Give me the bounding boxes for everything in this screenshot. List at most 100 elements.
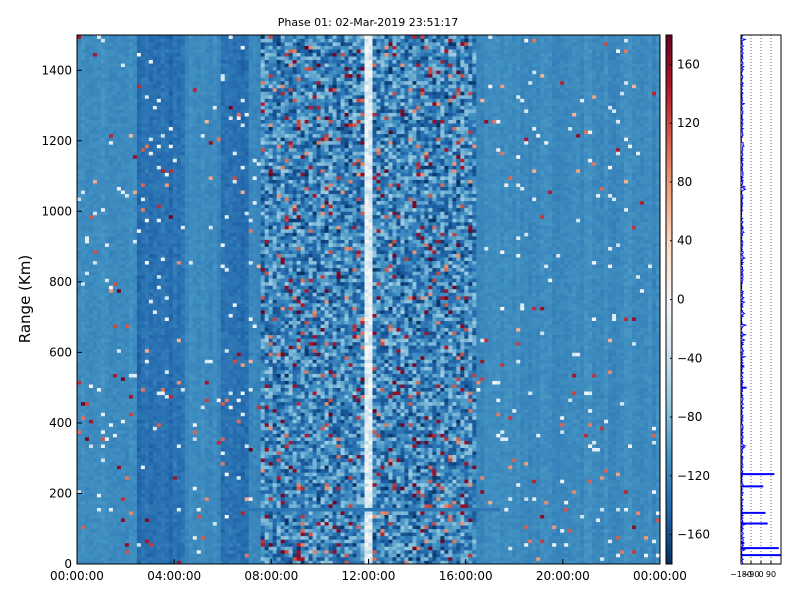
heatmap-cell xyxy=(161,342,165,346)
heatmap-cell xyxy=(81,292,85,296)
heatmap-cell xyxy=(129,222,133,226)
heatmap-cell xyxy=(109,236,113,240)
heatmap-cell xyxy=(109,335,113,339)
heatmap-cell xyxy=(141,536,145,540)
heatmap-cell xyxy=(81,314,85,318)
heatmap-cell xyxy=(113,197,117,201)
heatmap-cell xyxy=(185,109,189,113)
heatmap-cell xyxy=(149,504,153,508)
heatmap-cell xyxy=(169,42,173,46)
heatmap-cell xyxy=(189,278,193,282)
heatmap-cell xyxy=(185,345,189,349)
heatmap-cell xyxy=(177,194,181,198)
heatmap-cell xyxy=(197,46,201,50)
heatmap-cell xyxy=(205,412,209,416)
heatmap-cell xyxy=(189,201,193,205)
heatmap-cell xyxy=(137,444,141,448)
heatmap-cell xyxy=(121,106,125,110)
heatmap-cell xyxy=(193,367,197,371)
heatmap-cell xyxy=(157,275,161,279)
heatmap-cell xyxy=(161,278,165,282)
heatmap-cell xyxy=(189,56,193,60)
heatmap-cell xyxy=(125,180,129,184)
heatmap-cell xyxy=(173,236,177,240)
heatmap-cell xyxy=(101,493,105,497)
heatmap-cell xyxy=(165,98,169,102)
heatmap-cell xyxy=(85,307,89,311)
heatmap-cell xyxy=(193,120,197,124)
heatmap-cell xyxy=(181,455,185,459)
heatmap-cell xyxy=(117,553,121,557)
heatmap-cell xyxy=(85,98,89,102)
heatmap-cell xyxy=(149,183,153,187)
heatmap-cell xyxy=(133,81,137,85)
heatmap-cell xyxy=(181,236,185,240)
heatmap-cell xyxy=(137,434,141,438)
heatmap-cell xyxy=(137,74,141,78)
heatmap-cell xyxy=(173,300,177,304)
heatmap-cell xyxy=(129,218,133,222)
heatmap-cell xyxy=(85,469,89,473)
heatmap-cell xyxy=(145,109,149,113)
heatmap-cell xyxy=(113,63,117,67)
heatmap-cell xyxy=(81,282,85,286)
heatmap-cell xyxy=(149,374,153,378)
heatmap-cell xyxy=(117,134,121,138)
heatmap-cell xyxy=(141,546,145,550)
heatmap-cell xyxy=(89,120,93,124)
heatmap-cell xyxy=(101,550,105,554)
heatmap-cell xyxy=(209,430,213,434)
heatmap-cell xyxy=(89,335,93,339)
heatmap-cell xyxy=(101,130,105,134)
heatmap-cell xyxy=(113,451,117,455)
heatmap-cell xyxy=(181,243,185,247)
heatmap-cell xyxy=(77,49,81,53)
heatmap-cell xyxy=(177,39,181,43)
heatmap-cell xyxy=(125,134,129,138)
heatmap-cell xyxy=(189,49,193,53)
heatmap-cell xyxy=(133,441,137,445)
heatmap-cell xyxy=(189,359,193,363)
heatmap-cell xyxy=(85,261,89,265)
heatmap-cell xyxy=(133,289,137,293)
heatmap-cell xyxy=(157,303,161,307)
heatmap-cell xyxy=(161,67,165,71)
heatmap-cell xyxy=(193,116,197,120)
heatmap-cell xyxy=(201,317,205,321)
heatmap-cell xyxy=(105,465,109,469)
heatmap-cell xyxy=(81,275,85,279)
heatmap-cell xyxy=(137,201,141,205)
heatmap-cell xyxy=(105,53,109,57)
heatmap-cell xyxy=(145,137,149,141)
heatmap-cell xyxy=(157,81,161,85)
heatmap-cell xyxy=(181,437,185,441)
heatmap-cell xyxy=(101,240,105,244)
heatmap-cell xyxy=(153,187,157,191)
heatmap-cell xyxy=(169,458,173,462)
heatmap-cell xyxy=(149,310,153,314)
heatmap-cell xyxy=(177,476,181,480)
heatmap-cell xyxy=(109,211,113,215)
heatmap-cell xyxy=(77,183,81,187)
heatmap-cell xyxy=(113,173,117,177)
heatmap-cell xyxy=(185,285,189,289)
heatmap-cell xyxy=(181,39,185,43)
heatmap-cell xyxy=(185,374,189,378)
heatmap-cell xyxy=(105,194,109,198)
heatmap-cell xyxy=(117,211,121,215)
heatmap-cell xyxy=(197,490,201,494)
heatmap-cell xyxy=(89,46,93,50)
heatmap-cell xyxy=(189,81,193,85)
heatmap-cell xyxy=(153,469,157,473)
heatmap-cell xyxy=(105,155,109,159)
heatmap-cell xyxy=(201,106,205,110)
heatmap-cell xyxy=(209,462,213,466)
heatmap-cell xyxy=(125,388,129,392)
heatmap-cell xyxy=(97,137,101,141)
heatmap-cell xyxy=(81,518,85,522)
heatmap-cell xyxy=(205,204,209,208)
heatmap-cell xyxy=(189,508,193,512)
heatmap-cell xyxy=(141,416,145,420)
heatmap-cell xyxy=(101,229,105,233)
heatmap-cell xyxy=(165,367,169,371)
